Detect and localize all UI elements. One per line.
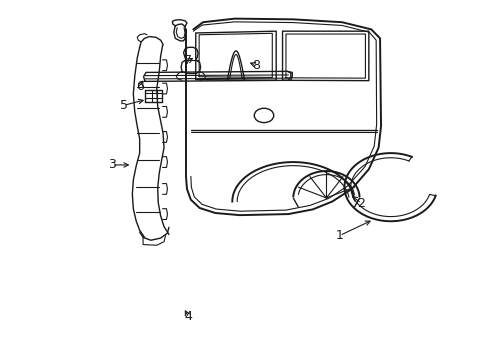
Text: 8: 8 [252, 59, 260, 72]
Text: 5: 5 [120, 99, 127, 112]
Text: 4: 4 [184, 310, 192, 324]
Text: 6: 6 [136, 80, 143, 93]
Text: 7: 7 [184, 54, 192, 67]
Text: 1: 1 [335, 229, 343, 242]
Text: 3: 3 [108, 158, 116, 171]
Text: 2: 2 [357, 197, 365, 210]
